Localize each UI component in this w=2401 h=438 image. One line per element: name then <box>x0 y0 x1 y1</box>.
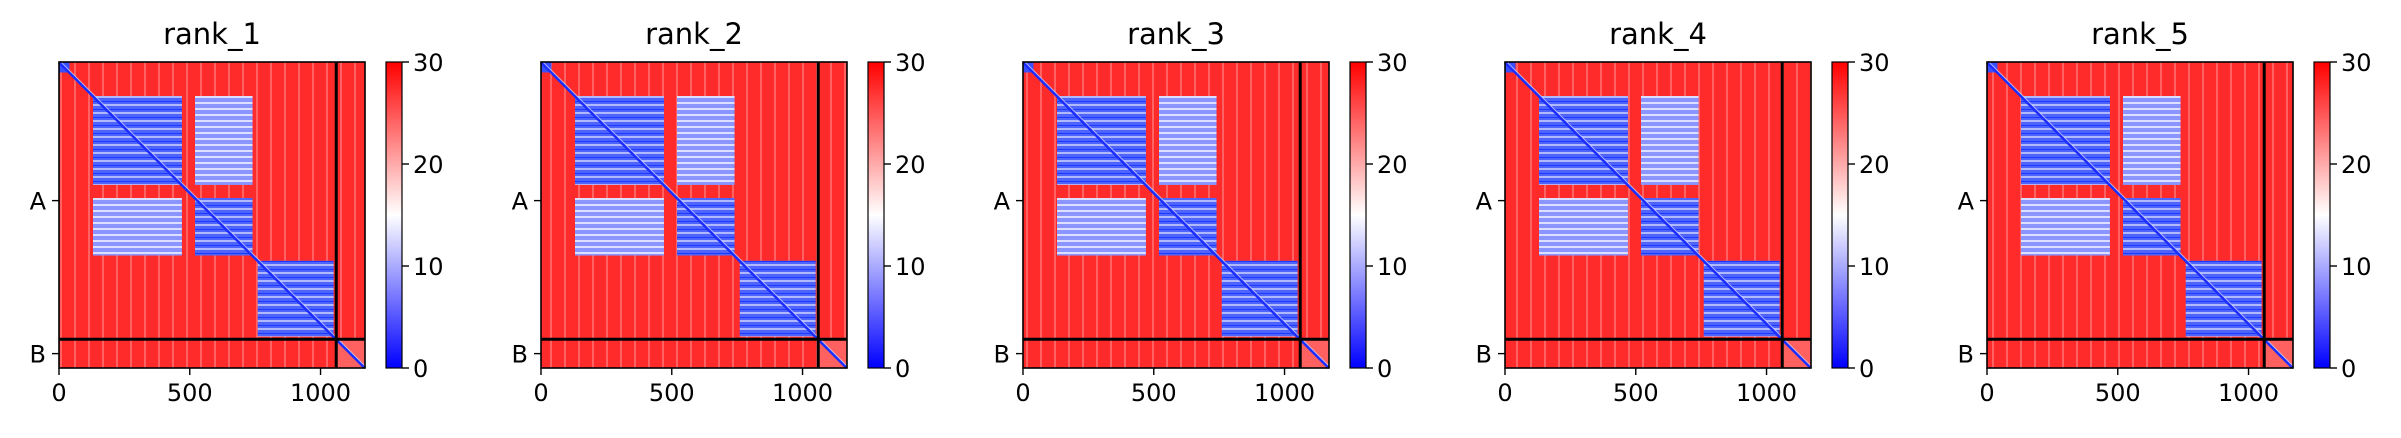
x-tick-label: 500 <box>2095 379 2141 407</box>
chain-label: B <box>30 341 46 369</box>
chain-label: A <box>1958 188 1975 216</box>
colorbar <box>1831 61 1849 369</box>
x-tick-label: 500 <box>167 379 213 407</box>
heatmap-block <box>1159 96 1217 185</box>
x-tick-label: 0 <box>1497 379 1512 407</box>
heatmap-diagonal <box>1985 60 2295 370</box>
axes-frame <box>1022 61 1330 369</box>
colorbar-tick-label: 0 <box>2341 355 2356 383</box>
heatmap-block <box>195 96 253 185</box>
heatmap-diagonal-edge <box>1505 60 1813 368</box>
axes-frame <box>540 61 848 369</box>
heatmap-diagonal-edge <box>1023 60 1331 368</box>
axes-frame <box>1504 61 1812 369</box>
x-tick-label: 1000 <box>1736 379 1797 407</box>
chain-label: A <box>1476 188 1493 216</box>
colorbar-tick-label: 0 <box>1377 355 1392 383</box>
panel-title: rank_1 <box>163 17 261 51</box>
colorbar-tick-label: 10 <box>1377 253 1408 281</box>
colorbar-tick-label: 0 <box>1859 355 1874 383</box>
x-tick-label: 1000 <box>290 379 351 407</box>
chain-label: B <box>512 341 528 369</box>
colorbar-tick-label: 10 <box>2341 253 2372 281</box>
colorbar-tick-label: 20 <box>1859 151 1890 179</box>
heatmap-block <box>93 198 182 256</box>
heatmap-block <box>1057 198 1146 256</box>
heatmap-block <box>1539 198 1628 256</box>
colorbar-tick-label: 10 <box>413 253 444 281</box>
x-tick-label: 500 <box>1613 379 1659 407</box>
axes-frame <box>58 61 366 369</box>
x-tick-label: 0 <box>51 379 66 407</box>
heatmap-block <box>575 198 664 256</box>
colorbar <box>867 61 885 369</box>
colorbar-tick-label: 30 <box>1859 49 1890 77</box>
chain-label: A <box>512 188 529 216</box>
colorbar-tick-label: 30 <box>1377 49 1408 77</box>
chain-label: A <box>30 188 47 216</box>
panel-title: rank_5 <box>2091 17 2189 51</box>
colorbar <box>385 61 403 369</box>
colorbar-tick-label: 20 <box>1377 151 1408 179</box>
x-tick-label: 0 <box>533 379 548 407</box>
chain-label: A <box>994 188 1011 216</box>
x-tick-label: 1000 <box>2218 379 2279 407</box>
heatmap-block <box>677 96 735 185</box>
chain-label: B <box>1476 341 1492 369</box>
heatmap-diagonal <box>1503 60 1813 370</box>
heatmap-diagonal <box>1021 60 1331 370</box>
heatmap-block <box>2021 198 2110 256</box>
heatmap-diagonal-edge <box>1987 60 2295 368</box>
colorbar-tick-label: 30 <box>413 49 444 77</box>
colorbar-tick-label: 10 <box>1859 253 1890 281</box>
colorbar-tick-label: 0 <box>413 355 428 383</box>
heatmap-diagonal-edge <box>59 60 367 368</box>
panel-title: rank_2 <box>645 17 743 51</box>
heatmap-diagonal <box>539 60 849 370</box>
colorbar-tick-label: 30 <box>895 49 926 77</box>
x-tick-label: 1000 <box>772 379 833 407</box>
chain-label: B <box>994 341 1010 369</box>
heatmap-diagonal-edge <box>541 60 849 368</box>
panel-title: rank_3 <box>1127 17 1225 51</box>
x-tick-label: 500 <box>649 379 695 407</box>
heatmap-block <box>2123 96 2181 185</box>
colorbar-tick-label: 20 <box>413 151 444 179</box>
x-tick-label: 0 <box>1979 379 1994 407</box>
colorbar <box>2313 61 2331 369</box>
axes-frame <box>1986 61 2294 369</box>
chain-label: B <box>1958 341 1974 369</box>
panel-title: rank_4 <box>1609 17 1707 51</box>
colorbar-tick-label: 20 <box>895 151 926 179</box>
heatmap-diagonal <box>57 60 367 370</box>
colorbar-tick-label: 30 <box>2341 49 2372 77</box>
colorbar <box>1349 61 1367 369</box>
x-tick-label: 0 <box>1015 379 1030 407</box>
colorbar-tick-label: 0 <box>895 355 910 383</box>
colorbar-tick-label: 20 <box>2341 151 2372 179</box>
heatmap-block <box>1641 96 1699 185</box>
x-tick-label: 500 <box>1131 379 1177 407</box>
x-tick-label: 1000 <box>1254 379 1315 407</box>
colorbar-tick-label: 10 <box>895 253 926 281</box>
